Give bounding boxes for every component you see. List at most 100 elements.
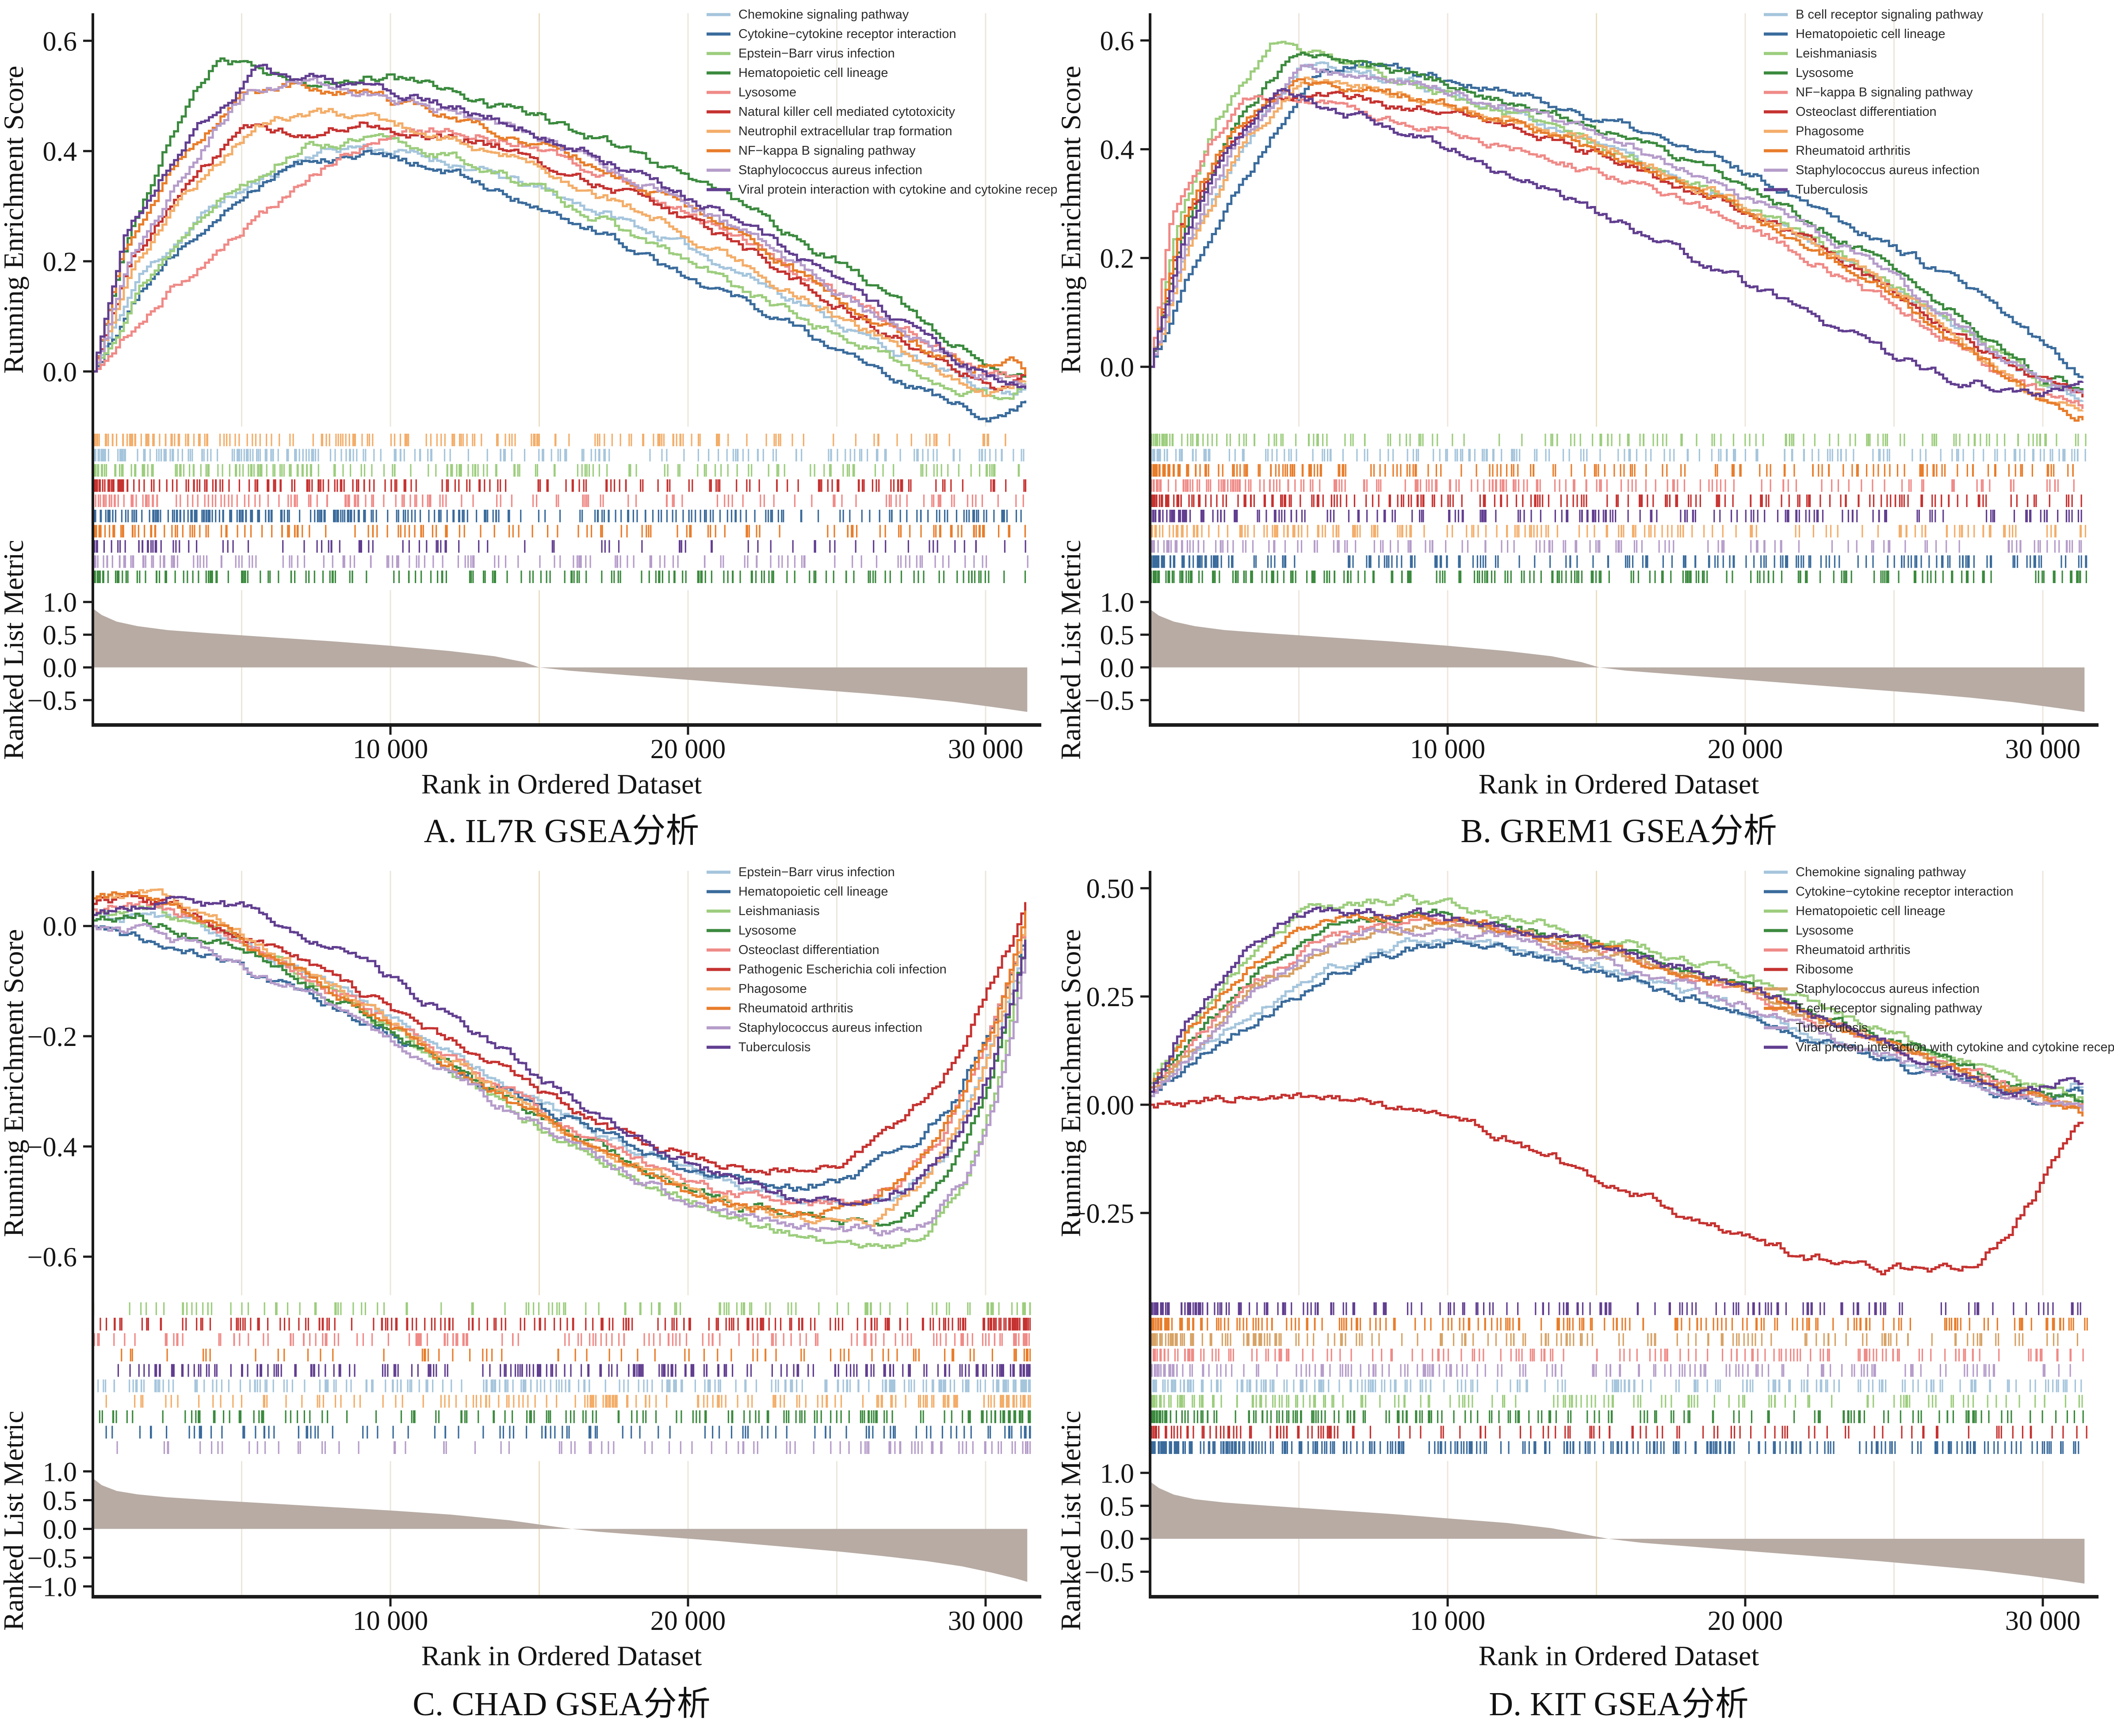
legend-label: Lysosome — [1796, 923, 1854, 938]
panel-c-title: C. CHAD GSEA分析 — [413, 1686, 711, 1723]
legend-item: Hematopoietic cell lineage — [1764, 904, 1946, 918]
es-tick-label: 0.6 — [43, 27, 77, 57]
es-tick-label: 0.0 — [1100, 353, 1135, 383]
es-tick-label: 0.25 — [1086, 982, 1135, 1012]
legend-label: Chemokine signaling pathway — [1796, 865, 1966, 879]
rug-row — [92, 540, 1026, 553]
panel-a-chart: 0.60.40.20.01.00.50.0−0.510 000 20 000 30 … — [0, 8, 1057, 850]
es-tick-label: 0.6 — [1100, 27, 1135, 57]
rug-row — [1149, 555, 2087, 568]
rug-row — [1149, 1426, 2087, 1439]
x-tick-label: 20 000 — [1708, 734, 1783, 764]
panel-d-title: D. KIT GSEA分析 — [1489, 1686, 1749, 1723]
series-line — [93, 121, 1027, 391]
legend-label: Leishmaniasis — [738, 904, 820, 918]
metric-tick-label: 0.0 — [43, 1515, 77, 1545]
legend-label: Phagosome — [738, 982, 807, 996]
x-tick-label: 30 000 — [948, 734, 1024, 764]
panel-c: 0.0 −0.2 −0.4 −0.6 1.0 0.5 0.0 −0.5 −1.0 10 000 20… — [0, 858, 1057, 1736]
es-tick-label: −0.4 — [27, 1132, 77, 1162]
x-tick-label: 10 000 — [1410, 1606, 1486, 1636]
metric-axis-label: Ranked List Metric — [0, 1411, 29, 1631]
legend-item: Leishmaniasis — [1764, 46, 1877, 61]
legend-item: Lysosome — [707, 85, 796, 99]
legend-item: Pathogenic Escherichia coli infection — [707, 962, 947, 977]
series-line — [1150, 64, 2084, 394]
metric-tick-label: 0.5 — [1100, 621, 1135, 651]
rug-row — [1150, 1333, 2078, 1346]
legend-label: B cell receptor signaling pathway — [1796, 8, 1983, 22]
legend-label: Phagosome — [1796, 124, 1864, 138]
x-tick-label: 30 000 — [948, 1606, 1024, 1636]
legend-item: Tuberculosis — [1764, 1021, 1868, 1035]
legend-label: Cytokine−cytokine receptor interaction — [738, 27, 956, 41]
series-line — [1150, 78, 2084, 422]
es-tick-label: 0.0 — [43, 912, 77, 942]
legend-label: Epstein−Barr virus infection — [738, 46, 895, 61]
x-axis-label: Rank in Ordered Dataset — [1479, 768, 1759, 800]
rug-row — [1149, 434, 2087, 446]
metric-tick-label: 1.0 — [1100, 1459, 1135, 1489]
legend-item: Staphylococcus aureus infection — [707, 1021, 922, 1035]
legend-item: Ribosome — [1764, 962, 1854, 977]
x-axis-label: Rank in Ordered Dataset — [421, 1640, 702, 1671]
series-line — [1150, 95, 2084, 409]
legend-label: Lysosome — [738, 923, 796, 938]
legend-item: Tuberculosis — [1764, 183, 1868, 197]
legend-item: Cytokine−cytokine receptor interaction — [707, 27, 956, 41]
series-line — [1150, 52, 2084, 391]
rug-row — [1149, 1364, 2071, 1377]
series-line — [93, 133, 1027, 401]
series-line — [93, 923, 1027, 1236]
rug-row — [1149, 1410, 2084, 1423]
legend-item: Staphylococcus aureus infection — [1764, 163, 1980, 177]
legend-label: NF−kappa B signaling pathway — [738, 144, 916, 158]
es-tick-label: 0.4 — [1100, 135, 1135, 165]
legend-item: Staphylococcus aureus infection — [707, 163, 922, 177]
panel-b-dynamic: 0.60.40.20.01.00.50.0−0.510 000 20 000 30 … — [1085, 8, 2099, 764]
es-axis-label: Running Enrichment Score — [1057, 929, 1086, 1237]
es-tick-label: 0.2 — [1100, 244, 1135, 274]
legend-label: Epstein−Barr virus infection — [738, 865, 895, 879]
rug-row — [1149, 1441, 2080, 1454]
rug-row — [93, 1333, 1030, 1346]
rug-row — [92, 479, 1027, 492]
panel-d-chart: 0.50 0.25 0.00 −0.25 1.00.50.0−0.5 10 000 20 0… — [1057, 865, 2114, 1723]
metric-tick-label: −0.5 — [1085, 686, 1134, 716]
es-tick-label: 0.50 — [1086, 874, 1135, 904]
panel-c-chart: 0.0−0.2−0.4−0.61.00.50.0−0.5−1.010 000 20… — [0, 865, 1041, 1723]
rug-row — [92, 570, 1026, 583]
series-line — [1150, 926, 2084, 1111]
rug-row — [105, 1395, 1031, 1408]
rug-row — [92, 494, 1024, 507]
rug-row — [1149, 449, 2086, 462]
legend-item: B cell receptor signaling pathway — [1764, 8, 1983, 22]
legend-item: Natural killer cell mediated cytotoxicit… — [707, 105, 955, 119]
es-tick-label: −0.6 — [27, 1243, 77, 1273]
legend-label: Rheumatoid arthritis — [1796, 144, 1911, 158]
metric-tick-label: −0.5 — [27, 686, 77, 716]
legend-label: Lysosome — [738, 85, 796, 99]
rug-row — [97, 1379, 1031, 1393]
ranked-list-metric-area — [93, 608, 1028, 712]
legend-label: Staphylococcus aureus infection — [1796, 982, 1980, 996]
legend-label: Staphylococcus aureus infection — [738, 163, 922, 177]
rug-row — [1150, 1302, 2081, 1315]
series-line — [93, 892, 1027, 1175]
panel-d-dynamic: 0.50 0.25 0.00 −0.25 1.00.50.0−0.5 10 000 20 0… — [1071, 865, 2114, 1636]
rug-row — [1149, 540, 2082, 553]
legend-label: Staphylococcus aureus infection — [738, 1021, 922, 1035]
legend-label: Natural killer cell mediated cytotoxicit… — [738, 105, 955, 119]
legend-label: Pathogenic Escherichia coli infection — [738, 962, 947, 977]
legend-item: Chemokine signaling pathway — [707, 8, 909, 22]
legend-item: Epstein−Barr virus infection — [707, 46, 895, 61]
legend-label: Leishmaniasis — [1796, 46, 1877, 61]
legend-label: Hematopoietic cell lineage — [738, 66, 888, 80]
x-tick-label: 10 000 — [1410, 734, 1486, 764]
x-tick-label: 20 000 — [650, 734, 726, 764]
legend-item: T cell receptor signaling pathway — [1764, 1001, 1982, 1015]
series-line — [93, 64, 1027, 389]
series-line — [93, 912, 1027, 1206]
series-line — [1150, 921, 2084, 1110]
rug-row — [116, 1441, 1031, 1454]
